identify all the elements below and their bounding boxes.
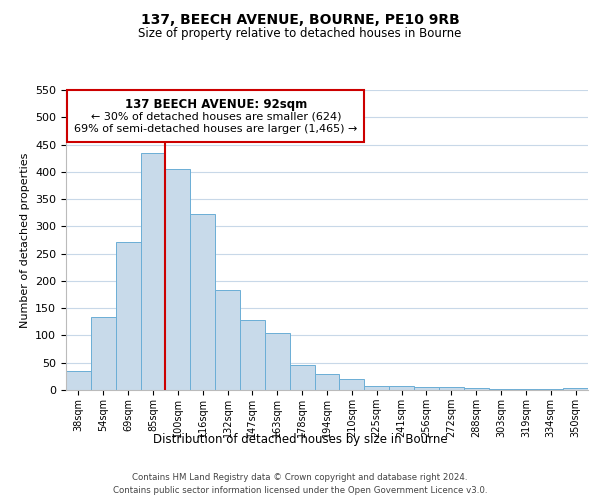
Text: Contains HM Land Registry data © Crown copyright and database right 2024.: Contains HM Land Registry data © Crown c… (132, 472, 468, 482)
Bar (215, 290, 240, 390)
Bar (563, 388, 588, 390)
Bar (314, 374, 340, 390)
Text: Contains public sector information licensed under the Open Government Licence v3: Contains public sector information licen… (113, 486, 487, 495)
Text: ← 30% of detached houses are smaller (624): ← 30% of detached houses are smaller (62… (91, 112, 341, 122)
Bar (389, 386, 414, 390)
Bar (140, 152, 166, 390)
Bar (439, 388, 464, 390)
Bar (488, 389, 514, 390)
Text: 137, BEECH AVENUE, BOURNE, PE10 9RB: 137, BEECH AVENUE, BOURNE, PE10 9RB (140, 12, 460, 26)
Bar (538, 389, 563, 390)
Text: 69% of semi-detached houses are larger (1,465) →: 69% of semi-detached houses are larger (… (74, 124, 358, 134)
Bar (265, 334, 290, 390)
Bar (340, 379, 364, 390)
FancyBboxPatch shape (67, 90, 364, 142)
Bar (190, 214, 215, 390)
Bar (290, 365, 314, 390)
Text: Distribution of detached houses by size in Bourne: Distribution of detached houses by size … (152, 432, 448, 446)
Bar (166, 169, 190, 390)
Bar (66, 371, 91, 390)
Text: 137 BEECH AVENUE: 92sqm: 137 BEECH AVENUE: 92sqm (125, 98, 307, 111)
Bar (514, 389, 538, 390)
Y-axis label: Number of detached properties: Number of detached properties (20, 152, 29, 328)
Bar (91, 318, 116, 390)
Bar (240, 320, 265, 390)
Text: Size of property relative to detached houses in Bourne: Size of property relative to detached ho… (139, 28, 461, 40)
Bar (116, 242, 140, 390)
Bar (364, 386, 389, 390)
Bar (464, 388, 488, 390)
Bar (414, 388, 439, 390)
